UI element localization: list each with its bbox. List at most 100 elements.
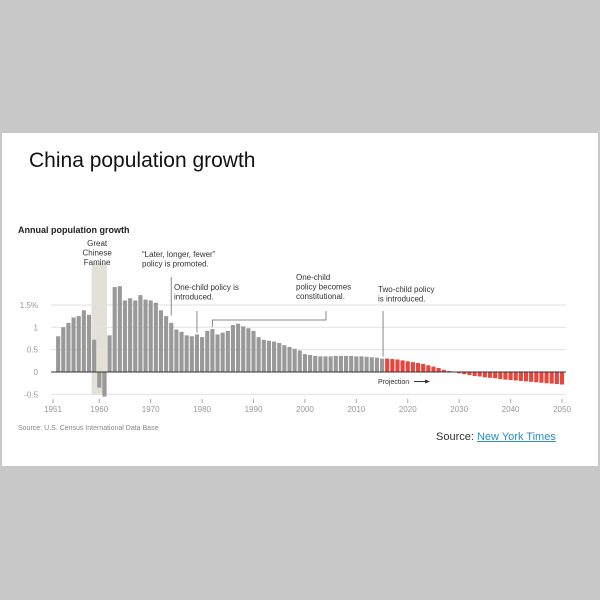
bar-1974 <box>169 322 174 372</box>
bar-1984 <box>220 332 225 372</box>
bar-2031 <box>462 372 467 375</box>
bar-2004 <box>323 356 328 372</box>
bar-1988 <box>241 326 246 372</box>
bar-2034 <box>477 372 482 377</box>
bar-1970 <box>148 300 153 372</box>
bar-1983 <box>215 334 220 372</box>
bar-2003 <box>318 356 323 372</box>
annotation-1979-line-0: One-child policy is <box>174 283 239 292</box>
bar-2030 <box>457 372 462 374</box>
x-tick-label: 1951 <box>44 405 62 414</box>
bar-2016 <box>385 358 390 372</box>
bar-1989 <box>246 328 251 372</box>
bar-1977 <box>184 335 189 372</box>
annotation-1959-line-1: Chinese <box>82 249 112 258</box>
bar-1987 <box>236 323 241 372</box>
bar-1952 <box>56 336 61 372</box>
bar-2027 <box>441 369 446 372</box>
bar-1975 <box>174 329 179 372</box>
bar-2017 <box>390 359 395 372</box>
annotation-1959-line-2: Famine <box>84 258 111 267</box>
bar-1958 <box>86 314 92 372</box>
bar-1966 <box>128 298 133 372</box>
slide-title: China population growth <box>29 149 256 172</box>
y-tick-label: 1.5% <box>20 301 38 310</box>
annotation-1974-line-0: “Later, longer, fewer” <box>142 250 216 259</box>
bar-1986 <box>230 325 236 372</box>
annotation-1974-line-1: policy is promoted. <box>142 260 209 269</box>
x-tick-label: 2050 <box>553 405 571 414</box>
bar-2026 <box>436 367 441 372</box>
bar-2025 <box>431 366 436 372</box>
bar-1978 <box>189 336 194 372</box>
bar-1992 <box>261 339 266 372</box>
projection-label: Projection <box>378 379 409 386</box>
bar-2006 <box>333 355 338 372</box>
annotation-1982-line-1: policy becomes <box>296 283 351 292</box>
bar-1979 <box>194 334 200 372</box>
x-tick-label: 2000 <box>296 405 314 414</box>
y-tick-label: 1 <box>34 323 39 332</box>
bar-1976 <box>179 331 184 372</box>
bar-2033 <box>472 372 477 377</box>
bar-1972 <box>158 310 164 372</box>
bar-1956 <box>76 316 81 372</box>
bar-2008 <box>344 355 349 372</box>
bar-2012 <box>364 356 369 372</box>
bar-2049 <box>554 372 559 385</box>
y-tick-label: 0.5 <box>27 346 39 355</box>
bar-1994 <box>272 341 277 372</box>
bar-2024 <box>426 365 431 372</box>
bar-2005 <box>328 356 333 372</box>
bar-1997 <box>287 346 292 372</box>
x-tick-label: 1970 <box>142 405 160 414</box>
bar-1960 <box>97 372 102 388</box>
bar-2045 <box>534 372 539 383</box>
bar-1968 <box>138 295 143 372</box>
bar-1961 <box>102 372 107 397</box>
bar-1999 <box>297 350 302 372</box>
bar-1998 <box>292 348 297 372</box>
bar-1967 <box>133 300 138 372</box>
bar-2014 <box>374 357 379 372</box>
bar-1953 <box>61 327 66 372</box>
bar-2010 <box>354 356 359 372</box>
x-tick-label: 2030 <box>450 405 468 414</box>
bar-1990 <box>251 330 256 372</box>
x-tick-label: 2020 <box>399 405 417 414</box>
bar-2035 <box>482 372 487 378</box>
source-credit: Source: New York Times <box>436 431 556 443</box>
source-link[interactable]: New York Times <box>476 431 556 443</box>
bar-2037 <box>493 372 498 379</box>
annotation-1959-line-0: Great <box>87 239 108 248</box>
bar-2041 <box>513 372 518 381</box>
bar-1965 <box>122 300 128 372</box>
bar-1985 <box>225 330 230 372</box>
bar-2050 <box>559 372 565 385</box>
bar-1957 <box>81 310 86 372</box>
bar-2023 <box>421 363 426 372</box>
bar-1959 <box>92 339 97 372</box>
bar-2013 <box>369 357 374 372</box>
bar-2043 <box>523 372 529 382</box>
bar-1955 <box>71 317 76 372</box>
bar-1995 <box>277 342 282 372</box>
annotation-1982-line-2: constitutional. <box>296 292 345 301</box>
bar-2009 <box>349 355 354 372</box>
bar-2022 <box>415 363 421 372</box>
annotation-2015-line-0: Two-child policy <box>378 285 434 294</box>
x-tick-label: 1980 <box>193 405 211 414</box>
slide-card: China population growth Annual populatio… <box>2 133 598 466</box>
bar-2036 <box>487 372 493 378</box>
bar-1969 <box>143 299 148 372</box>
bar-2042 <box>518 372 523 381</box>
bar-1980 <box>200 337 205 372</box>
x-tick-label: 1960 <box>90 405 108 414</box>
bar-2044 <box>529 372 534 382</box>
bar-2048 <box>549 372 554 384</box>
projection-arrowhead <box>425 379 430 384</box>
bar-2018 <box>395 359 400 372</box>
y-tick-label: 0 <box>34 368 39 377</box>
bar-2002 <box>313 355 318 372</box>
annotation-1982-leader <box>211 311 327 328</box>
